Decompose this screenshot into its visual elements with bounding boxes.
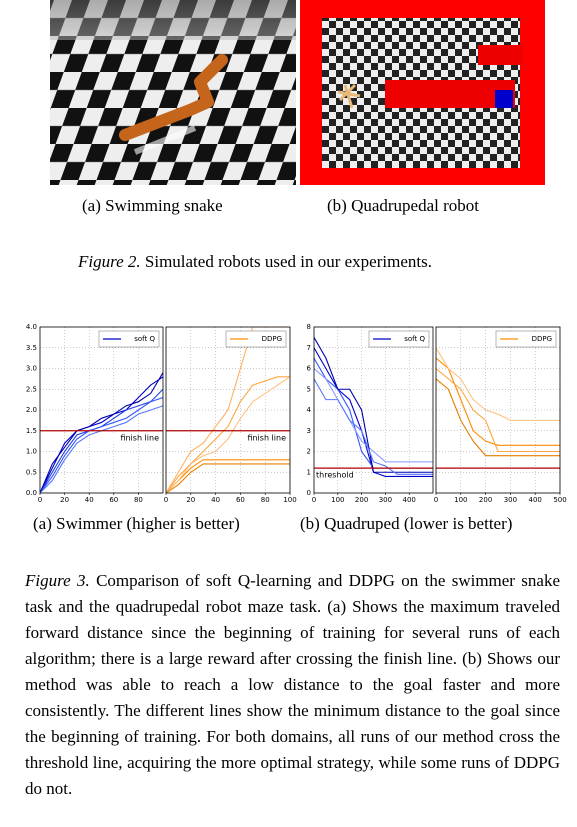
figure-caption: Figure 3. Comparison of soft Q-learning … xyxy=(25,568,560,802)
subcaption: (a) Swimmer (higher is better) xyxy=(33,514,240,533)
legend-label: DDPG xyxy=(532,335,552,343)
threshold-label-bg xyxy=(316,470,355,480)
quadrupedal-robot-image xyxy=(300,0,545,185)
caption-text: Simulated robots used in our experiments… xyxy=(144,252,432,271)
subcaption: (b) Quadrupedal robot xyxy=(327,196,480,215)
x-tick-label: 80 xyxy=(261,496,270,504)
y-tick-label: 1.0 xyxy=(26,448,37,456)
plot-frame xyxy=(435,326,561,494)
series-line xyxy=(436,368,560,453)
y-tick-label: 0.0 xyxy=(26,489,37,497)
y-tick-label: 7 xyxy=(307,344,311,352)
threshold-label: finish line xyxy=(247,433,286,442)
x-tick-label: 400 xyxy=(529,496,542,504)
series-line xyxy=(40,376,163,493)
series-line xyxy=(166,376,290,493)
x-tick-label: 300 xyxy=(504,496,517,504)
series-group xyxy=(436,347,560,457)
series-line xyxy=(166,376,290,493)
plot-frame xyxy=(39,326,164,494)
x-tick-label: 20 xyxy=(186,496,195,504)
y-tick-label: 4.0 xyxy=(26,323,37,331)
legend-box xyxy=(225,330,287,348)
series-group xyxy=(314,337,433,477)
x-tick-label: 0 xyxy=(164,496,168,504)
y-tick-label: 0 xyxy=(307,489,311,497)
y-tick-label: 5 xyxy=(307,385,311,393)
y-tick-label: 3 xyxy=(307,427,311,435)
y-tick-label: 2.0 xyxy=(26,406,37,414)
subcaption: (b) Quadruped (lower is better) xyxy=(300,514,513,533)
series-line xyxy=(166,327,290,493)
legend-box xyxy=(368,330,430,348)
plot-frame xyxy=(165,326,291,494)
series-line xyxy=(314,368,433,463)
y-tick-label: 1.5 xyxy=(26,427,37,435)
x-tick-label: 100 xyxy=(283,496,296,504)
y-tick-label: 2 xyxy=(307,448,311,456)
x-tick-label: 0 xyxy=(38,496,42,504)
y-tick-label: 0.5 xyxy=(26,468,37,476)
x-tick-label: 200 xyxy=(355,496,368,504)
y-tick-label: 8 xyxy=(307,323,311,331)
x-tick-label: 500 xyxy=(553,496,566,504)
series-line xyxy=(314,378,433,475)
series-line xyxy=(436,378,560,457)
y-tick-label: 6 xyxy=(307,365,312,373)
series-line xyxy=(314,337,433,473)
x-tick-label: 20 xyxy=(60,496,69,504)
x-tick-label: 40 xyxy=(211,496,220,504)
x-tick-label: 40 xyxy=(85,496,94,504)
series-line xyxy=(436,357,560,446)
series-line xyxy=(166,463,290,493)
series-line xyxy=(166,459,290,493)
x-tick-label: 60 xyxy=(236,496,245,504)
x-tick-label: 0 xyxy=(434,496,438,504)
series-line xyxy=(436,347,560,421)
series-line xyxy=(314,347,433,477)
figure-caption: Figure 2. Simulated robots used in our e… xyxy=(78,252,432,272)
robot-renders xyxy=(50,0,545,185)
charts: 0.00.51.01.52.02.53.03.54.00 20 40 60 80fini… xyxy=(26,323,567,504)
legend-box xyxy=(98,330,160,348)
threshold-label: finish line xyxy=(120,433,159,442)
x-tick-label: 100 xyxy=(331,496,344,504)
threshold-label-bg xyxy=(238,432,286,442)
caption-label: Figure 2. xyxy=(78,252,141,271)
legend-box xyxy=(495,330,557,348)
x-tick-label: 200 xyxy=(479,496,492,504)
legend-label: soft Q xyxy=(404,335,425,343)
y-tick-label: 3.5 xyxy=(26,344,37,352)
subcaption: (a) Swimming snake xyxy=(82,196,223,215)
plot-frame xyxy=(313,326,434,494)
y-tick-label: 1 xyxy=(307,468,311,476)
y-tick-label: 2.5 xyxy=(26,385,37,393)
x-tick-label: 100 xyxy=(454,496,467,504)
series-line xyxy=(40,397,163,493)
series-group xyxy=(166,327,290,493)
legend-label: DDPG xyxy=(262,335,282,343)
y-tick-label: 3.0 xyxy=(26,365,37,373)
caption-label: Figure 3. xyxy=(25,571,90,590)
legend-label: soft Q xyxy=(134,335,155,343)
swimming-snake-image xyxy=(50,0,296,185)
x-tick-label: 400 xyxy=(403,496,416,504)
caption-text: Comparison of soft Q-learning and DDPG o… xyxy=(25,571,561,798)
threshold-label-bg xyxy=(111,432,159,442)
x-tick-label: 300 xyxy=(379,496,392,504)
series-line xyxy=(40,372,163,493)
x-tick-label: 0 xyxy=(312,496,316,504)
x-tick-label: 60 xyxy=(109,496,118,504)
threshold-label: threshold xyxy=(316,471,354,480)
y-tick-label: 4 xyxy=(307,406,312,414)
x-tick-label: 80 xyxy=(134,496,143,504)
